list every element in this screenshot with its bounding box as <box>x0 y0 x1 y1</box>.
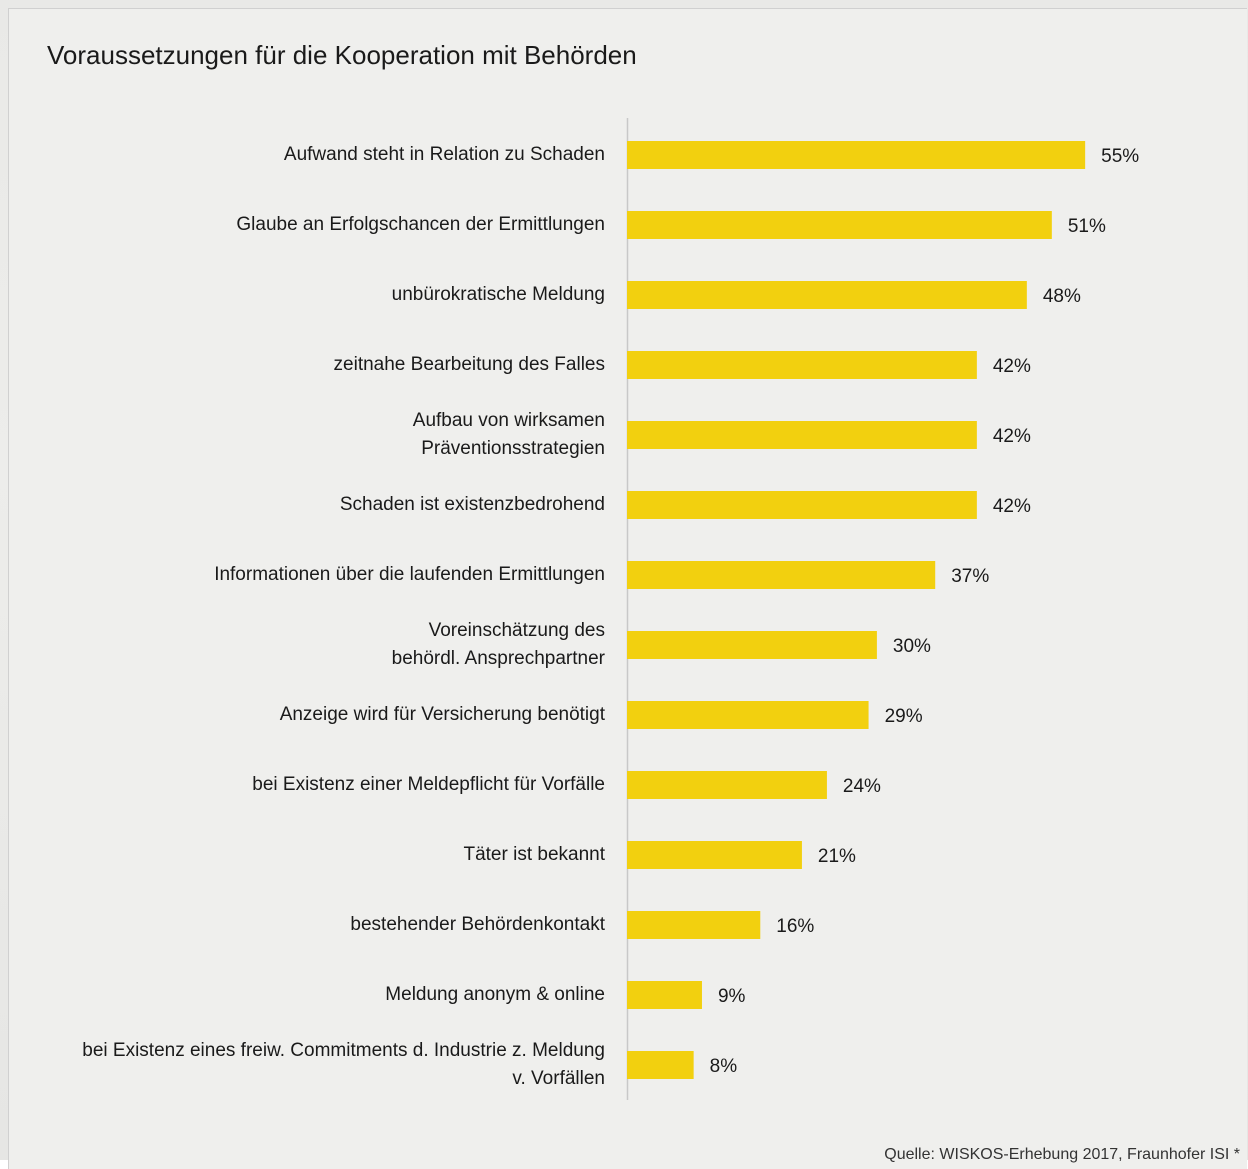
value-label: 29% <box>885 706 923 728</box>
value-label: 21% <box>818 846 856 868</box>
bar <box>627 631 877 659</box>
bar <box>627 491 977 519</box>
page: Voraussetzungen für die Kooperation mit … <box>0 0 1248 1160</box>
bar <box>627 841 802 869</box>
bar <box>627 421 977 449</box>
bar <box>627 771 827 799</box>
bar <box>627 701 869 729</box>
category-label: bei Existenz einer Meldepflicht für Vorf… <box>252 771 605 799</box>
category-label: Schaden ist existenzbedrohend <box>340 491 605 519</box>
source-note: Quelle: WISKOS-Erhebung 2017, Fraunhofer… <box>884 1146 1240 1164</box>
value-label: 9% <box>718 986 745 1008</box>
category-label: Informationen über die laufenden Ermittl… <box>214 561 605 589</box>
bar <box>627 141 1085 169</box>
category-label: Glaube an Erfolgschancen der Ermittlunge… <box>236 211 605 239</box>
value-label: 51% <box>1068 216 1106 238</box>
bar <box>627 281 1027 309</box>
bar <box>627 911 760 939</box>
value-label: 42% <box>993 356 1031 378</box>
value-label: 16% <box>776 916 814 938</box>
category-label: Voreinschätzung des behördl. Ansprechpar… <box>392 617 605 673</box>
category-label: bestehender Behördenkontakt <box>350 911 605 939</box>
value-label: 24% <box>843 776 881 798</box>
value-label: 48% <box>1043 286 1081 308</box>
category-label: Täter ist bekannt <box>463 841 605 869</box>
bar <box>627 211 1052 239</box>
category-label: unbürokratische Meldung <box>392 281 605 309</box>
value-label: 42% <box>993 426 1031 448</box>
category-label: Anzeige wird für Versicherung benötigt <box>280 701 605 729</box>
category-label: zeitnahe Bearbeitung des Falles <box>334 351 605 379</box>
category-label: Aufbau von wirksamen Präventionsstrategi… <box>413 407 605 463</box>
value-label: 37% <box>951 566 989 588</box>
value-label: 30% <box>893 636 931 658</box>
bar <box>627 981 702 1009</box>
bar <box>627 561 935 589</box>
category-label: Aufwand steht in Relation zu Schaden <box>284 141 605 169</box>
value-label: 8% <box>710 1056 737 1078</box>
value-label: 55% <box>1101 146 1139 168</box>
bar <box>627 1051 694 1079</box>
category-label: Meldung anonym & online <box>385 981 605 1009</box>
category-label: bei Existenz eines freiw. Commitments d.… <box>82 1037 605 1093</box>
value-label: 42% <box>993 496 1031 518</box>
bar <box>627 351 977 379</box>
plot <box>0 0 1248 1160</box>
